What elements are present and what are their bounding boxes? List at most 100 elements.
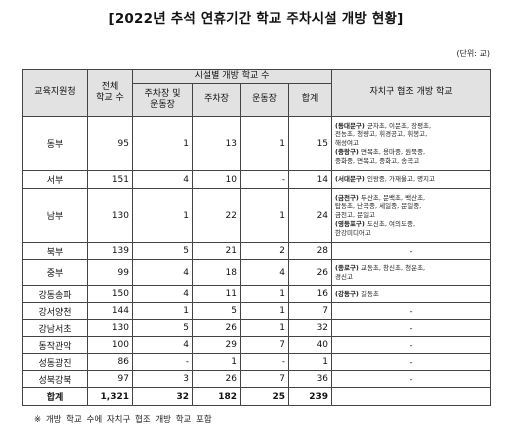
school-list: - [409,374,413,384]
both-cell: 1 [132,302,193,320]
sum-cell: 14 [287,170,333,189]
total-cell: 99 [87,259,133,286]
coop-note-line: (영등포구) 도신초, 여의도중, [335,220,487,229]
coop-note-line: 금천고, 문일고 [335,211,487,220]
coop-note-line: - [335,358,487,367]
office-cell: 강동송파 [22,285,88,303]
coop-schools-cell: - [331,370,492,388]
totals-row: 합계 1,321 32 182 25 239 [22,387,492,406]
totals-both: 32 [132,387,193,406]
parking-cell: 26 [192,370,241,388]
coop-note-line: (종로구) 교동초, 창신초, 청운초, [335,264,487,273]
school-list: 길동초 [358,289,379,298]
coop-note-line: (강동구) 길동초 [335,290,487,299]
field-cell: - [240,170,289,189]
parking-cell: 21 [192,242,241,260]
sum-cell: 36 [287,370,333,388]
sum-cell: 26 [287,259,333,286]
sum-cell: 7 [287,302,333,320]
coop-schools-cell: - [331,336,492,354]
coop-schools-cell: (서대문구) 인왕중, 가재울고, 명지고 [331,170,492,189]
coop-note-line: 중화중, 면목고, 중화고, 송곡고 [335,157,487,166]
header-both-line1: 주차장 및 [144,88,181,99]
office-cell: 동부 [22,116,88,171]
coop-note-line: 탑동초, 난곡중, 세일중, 문일중, [335,202,487,211]
school-list: - [409,323,413,333]
header-total-line1: 전체 [101,81,119,92]
school-list: 경신고 [335,272,353,281]
coop-schools-cell: (동대문구) 군자초, 이문초, 장평초, 전농초, 청량고, 휘경공고, 휘봉고… [331,116,492,171]
coop-note-line: (서대문구) 인왕중, 가재울고, 명지고 [335,175,487,184]
totals-total: 1,321 [87,387,133,406]
coop-schools-cell: - [331,242,492,260]
parking-cell: 1 [192,353,241,371]
totals-coop-empty [331,387,492,406]
school-list: - [409,357,413,367]
header-total: 전체 학교 수 [87,69,133,117]
school-list: 전농초, 청량고, 휘경공고, 휘봉고, [335,130,428,139]
total-cell: 86 [87,353,133,371]
totals-sum: 239 [287,387,333,406]
coop-note-line: - [335,307,487,316]
table-body: 동부 95 1 13 1 15 (동대문구) 군자초, 이문초, 장평초, 전농초, 청량고,… [22,116,492,406]
both-cell: 3 [132,370,193,388]
office-cell: 남부 [22,188,88,243]
coop-note-line: - [335,341,487,350]
table-row: 동작관악 100 4 29 7 40 - [22,336,492,354]
header-both-line2: 운동장 [150,100,175,110]
district-tag: (중랑구) [335,147,359,156]
totals-field: 25 [240,387,289,406]
office-cell: 북부 [22,242,88,260]
school-list: - [409,246,413,256]
header-coop: 자치구 협조 개방 학교 [331,69,492,117]
table-row: 남부 130 1 22 1 24 (금천구) 두산초, 문백초, 백산초, 탑동초, 난곡중,… [22,188,492,243]
both-cell: 4 [132,336,193,354]
sum-cell: 28 [287,242,333,260]
coop-note-line: - [335,247,487,256]
school-list: 교동초, 창신초, 청운초, [358,263,426,272]
office-cell: 성동광진 [22,353,88,371]
district-tag: (영등포구) [335,219,365,228]
school-list: 중화중, 면목고, 중화고, 송곡고 [335,156,420,165]
both-cell: 4 [132,259,193,286]
header-field: 운동장 [240,83,289,117]
parking-cell: 10 [192,170,241,189]
table-row: 중부 99 4 18 4 26 (종로구) 교동초, 창신초, 청운초, 경신고 [22,259,492,286]
total-cell: 150 [87,285,133,303]
school-list: 탑동초, 난곡중, 세일중, 문일중, [335,202,422,211]
table-row: 동부 95 1 13 1 15 (동대문구) 군자초, 이문초, 장평초, 전농초, 청량고,… [22,116,492,171]
school-list: 군자초, 이문초, 장평초, [364,121,432,130]
district-tag: (강동구) [335,289,359,298]
table-row: 강동송파 150 4 11 1 16 (강동구) 길동초 [22,285,492,303]
office-cell: 강서양천 [22,302,88,320]
parking-cell: 29 [192,336,241,354]
field-cell: 2 [240,242,289,260]
parking-cell: 18 [192,259,241,286]
school-list: 두산초, 문백초, 백산초, [358,193,426,202]
both-cell: 5 [132,242,193,260]
parking-cell: 26 [192,319,241,337]
total-cell: 144 [87,302,133,320]
coop-note-line: (금천구) 두산초, 문백초, 백산초, [335,194,487,203]
table-row: 강남서초 130 5 26 1 32 - [22,319,492,337]
office-cell: 성북강북 [22,370,88,388]
header-total-line2: 학교 수 [96,93,124,103]
totals-parking: 182 [192,387,241,406]
parking-cell: 5 [192,302,241,320]
parking-status-table: 교육지원청 전체 학교 수 시설별 개방 학교 수 자치구 협조 개방 학교 주… [22,69,492,406]
coop-schools-cell: (종로구) 교동초, 창신초, 청운초, 경신고 [331,259,492,286]
both-cell: 1 [132,116,193,171]
district-tag: (금천구) [335,193,359,202]
field-cell: 1 [240,188,289,243]
coop-note-line: - [335,375,487,384]
coop-note-line: (동대문구) 군자초, 이문초, 장평초, [335,122,487,131]
school-list: - [409,306,413,316]
total-cell: 130 [87,188,133,243]
footnote: ※ 개방 학교 수에 자치구 협조 개방 학교 포함 [34,415,212,425]
table-row: 북부 139 5 21 2 28 - [22,242,492,260]
parking-cell: 22 [192,188,241,243]
sum-cell: 1 [287,353,333,371]
both-cell: 1 [132,188,193,243]
field-cell: 7 [240,370,289,388]
